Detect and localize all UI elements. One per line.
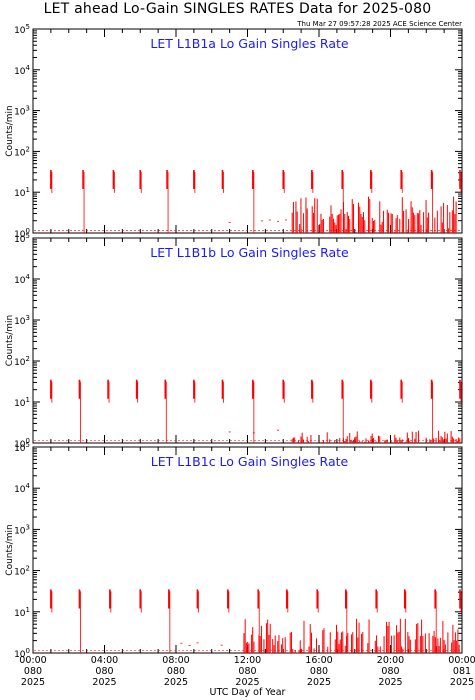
y-tick-label: 103 — [14, 523, 30, 536]
y-tick-label: 105 — [14, 23, 30, 36]
y-tick-label: 104 — [14, 482, 30, 495]
y-axis-title: Counts/min — [5, 315, 15, 366]
y-tick-label: 101 — [14, 396, 30, 409]
x-tick-label: 080 — [95, 666, 113, 677]
x-tick-label: 2025 — [450, 677, 474, 688]
x-tick-label: 2025 — [164, 677, 188, 688]
x-tick-label: 2025 — [378, 677, 402, 688]
panel-title: LET L1B1a Lo Gain Singles Rate — [150, 36, 349, 51]
x-tick-label: 2025 — [92, 677, 116, 688]
x-tick-label: 08:00 — [162, 655, 189, 666]
y-tick-label: 104 — [14, 64, 30, 77]
y-tick-label: 101 — [14, 606, 30, 619]
y-tick-label: 102 — [14, 145, 30, 158]
x-tick-label: 080 — [24, 666, 42, 677]
y-tick-label: 102 — [14, 565, 30, 578]
y-tick-label: 101 — [14, 186, 30, 199]
y-tick-label: 105 — [14, 232, 30, 245]
y-tick-label: 100 — [14, 647, 30, 660]
y-tick-label: 102 — [14, 355, 30, 368]
x-tick-label: 2025 — [307, 677, 331, 688]
plot-frame — [32, 28, 463, 234]
x-tick-label: 080 — [381, 666, 399, 677]
y-tick-label: 100 — [14, 437, 30, 450]
x-tick-label: 080 — [167, 666, 185, 677]
x-tick-label: 20:00 — [377, 655, 404, 666]
x-tick-label: 2025 — [235, 677, 259, 688]
x-tick-label: 12:00 — [234, 655, 261, 666]
page-title: LET ahead Lo-Gain SINGLES RATES Data for… — [43, 1, 432, 17]
panel-2: 100 101 102 103 104 105 Counts/min LET L1B1b Lo… — [5, 232, 463, 450]
panel-1: 100 101 102 103 104 105 Counts/min LET L1B1a Lo… — [5, 23, 463, 240]
x-tick-label: 080 — [310, 666, 328, 677]
y-tick-label: 100 — [14, 227, 30, 240]
series — [34, 379, 462, 443]
x-tick-label: 04:00 — [91, 655, 118, 666]
series — [34, 170, 462, 233]
y-tick-label: 103 — [14, 105, 30, 118]
series — [34, 589, 462, 653]
panel-title: LET L1B1c Lo Gain Singles Rate — [151, 454, 349, 469]
x-tick-label: 00:00 — [19, 655, 46, 666]
y-tick-label: 104 — [14, 273, 30, 286]
x-tick-label: 080 — [238, 666, 256, 677]
plot-frame — [32, 237, 463, 444]
y-axis-title: Counts/min — [5, 524, 15, 575]
plot-frame — [32, 446, 463, 654]
x-tick-label: 00:00 — [448, 655, 475, 666]
y-tick-label: 103 — [14, 314, 30, 327]
y-axis-title: Counts/min — [5, 105, 15, 156]
generated-timestamp: Thu Mar 27 09:57:28 2025 ACE Science Cen… — [297, 20, 462, 28]
panel-title: LET L1B1b Lo Gain Singles Rate — [150, 245, 349, 260]
panel-3: 100 101 102 103 104 105 Counts/min LET L1B1c Lo… — [5, 441, 463, 660]
x-tick-label: 2025 — [21, 677, 45, 688]
x-axis-title: UTC Day of Year — [210, 687, 286, 698]
x-tick-label: 081 — [453, 666, 471, 677]
x-tick-label: 16:00 — [305, 655, 332, 666]
y-tick-label: 105 — [14, 441, 30, 454]
